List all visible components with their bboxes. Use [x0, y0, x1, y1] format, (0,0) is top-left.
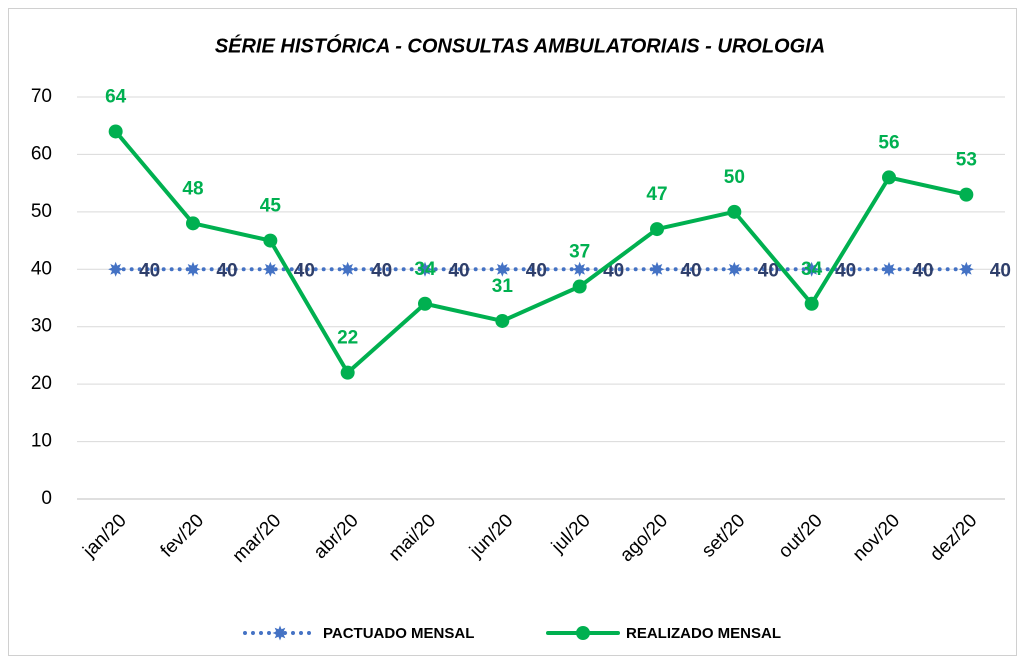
data-label: 56: [878, 132, 899, 153]
y-tick-label: 60: [31, 143, 52, 164]
marker: [494, 261, 510, 277]
data-label: 40: [216, 260, 237, 281]
marker: [340, 365, 355, 380]
marker: [959, 187, 974, 202]
data-label: 48: [182, 178, 203, 199]
chart-title: SÉRIE HISTÓRICA - CONSULTAS AMBULATORIAI…: [215, 33, 825, 57]
legend-label: PACTUADO MENSAL: [323, 625, 474, 642]
marker: [804, 296, 819, 311]
marker: [340, 261, 356, 277]
marker: [108, 124, 123, 139]
data-label: 40: [526, 260, 547, 281]
legend-label: REALIZADO MENSAL: [626, 625, 781, 642]
marker: [881, 261, 897, 277]
data-label: 50: [724, 167, 745, 188]
marker: [958, 261, 974, 277]
y-tick-label: 10: [31, 431, 52, 452]
data-label: 37: [569, 242, 590, 263]
data-label: 40: [680, 260, 701, 281]
data-label: 40: [448, 260, 469, 281]
data-label: 40: [835, 260, 856, 281]
marker: [572, 279, 587, 294]
y-tick-label: 70: [31, 86, 52, 107]
marker: [417, 261, 433, 277]
data-label: 40: [294, 260, 315, 281]
marker: [186, 216, 200, 231]
data-label: 40: [990, 260, 1011, 281]
marker: [572, 261, 588, 277]
data-label: 40: [912, 260, 933, 281]
marker: [263, 233, 278, 248]
legend-marker: [576, 626, 590, 640]
marker: [262, 261, 278, 277]
data-label: 53: [956, 150, 977, 171]
data-label: 34: [414, 259, 436, 280]
marker: [727, 204, 742, 219]
marker: [495, 313, 510, 328]
data-label: 40: [371, 260, 392, 281]
marker: [804, 261, 820, 277]
data-label: 40: [139, 260, 160, 281]
y-tick-label: 0: [41, 488, 52, 509]
data-label: 22: [337, 328, 358, 349]
y-tick-label: 30: [31, 316, 52, 337]
data-label: 31: [492, 276, 514, 297]
y-tick-label: 20: [31, 373, 52, 394]
data-label: 34: [801, 259, 823, 280]
marker: [418, 296, 432, 311]
series-line: [113, 129, 969, 375]
y-tick-label: 40: [31, 258, 52, 279]
marker: [649, 261, 665, 277]
data-label: 40: [758, 260, 779, 281]
data-label: 64: [105, 86, 127, 107]
y-tick-label: 50: [31, 201, 52, 222]
marker: [726, 261, 742, 277]
data-label: 47: [646, 184, 667, 205]
marker: [108, 261, 124, 277]
legend-marker: [272, 625, 288, 641]
chart-border: [8, 8, 1017, 656]
marker: [650, 222, 664, 237]
data-label: 45: [260, 196, 282, 217]
marker: [882, 170, 896, 185]
marker: [185, 261, 201, 277]
